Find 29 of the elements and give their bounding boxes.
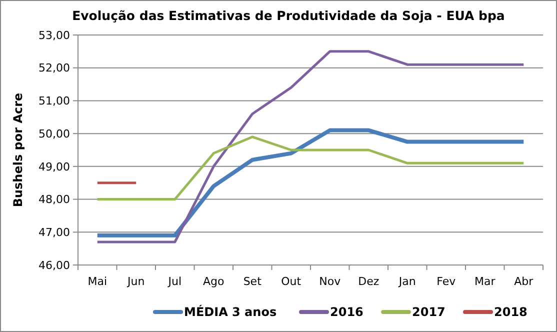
y-tick-label: 48,00 [38, 193, 70, 206]
x-tick-label: Jan [398, 275, 416, 288]
y-tick-label: 46,00 [38, 258, 70, 272]
x-tick-label: Ago [203, 275, 225, 288]
x-tick-label: Out [281, 275, 302, 288]
x-tick-label: Nov [319, 275, 342, 288]
x-tick-label: Fev [436, 275, 456, 288]
x-tick-label: Abr [514, 275, 534, 288]
legend-label: 2016 [330, 305, 364, 320]
y-tick-label: 53,00 [38, 28, 70, 42]
x-tick-label: Mar [474, 275, 496, 288]
y-tick-label: 47,00 [38, 226, 70, 239]
x-tick-label: Dez [358, 275, 380, 288]
legend-label: 2018 [494, 305, 528, 320]
chart-title: Evolução das Estimativas de Produtividade da Soja - EUA bpa [72, 8, 505, 23]
x-tick-label: Set [243, 275, 262, 288]
line-series [96, 50, 525, 244]
x-tick-label: Jun [126, 275, 145, 288]
legend-label: 2017 [412, 305, 446, 320]
y-tick-label: 50,00 [38, 127, 70, 140]
line-series [95, 128, 526, 238]
line-series [96, 136, 525, 201]
x-tick-label: Mai [88, 275, 108, 288]
legend-label: MÉDIA 3 anos [184, 304, 277, 320]
x-tick-label: Jul [167, 275, 182, 288]
y-tick-label: 49,00 [38, 160, 70, 174]
y-tick-label: 52,00 [38, 62, 70, 75]
y-tick-label: 51,00 [38, 94, 70, 108]
y-axis-title: Bushels por Acre [11, 92, 25, 208]
